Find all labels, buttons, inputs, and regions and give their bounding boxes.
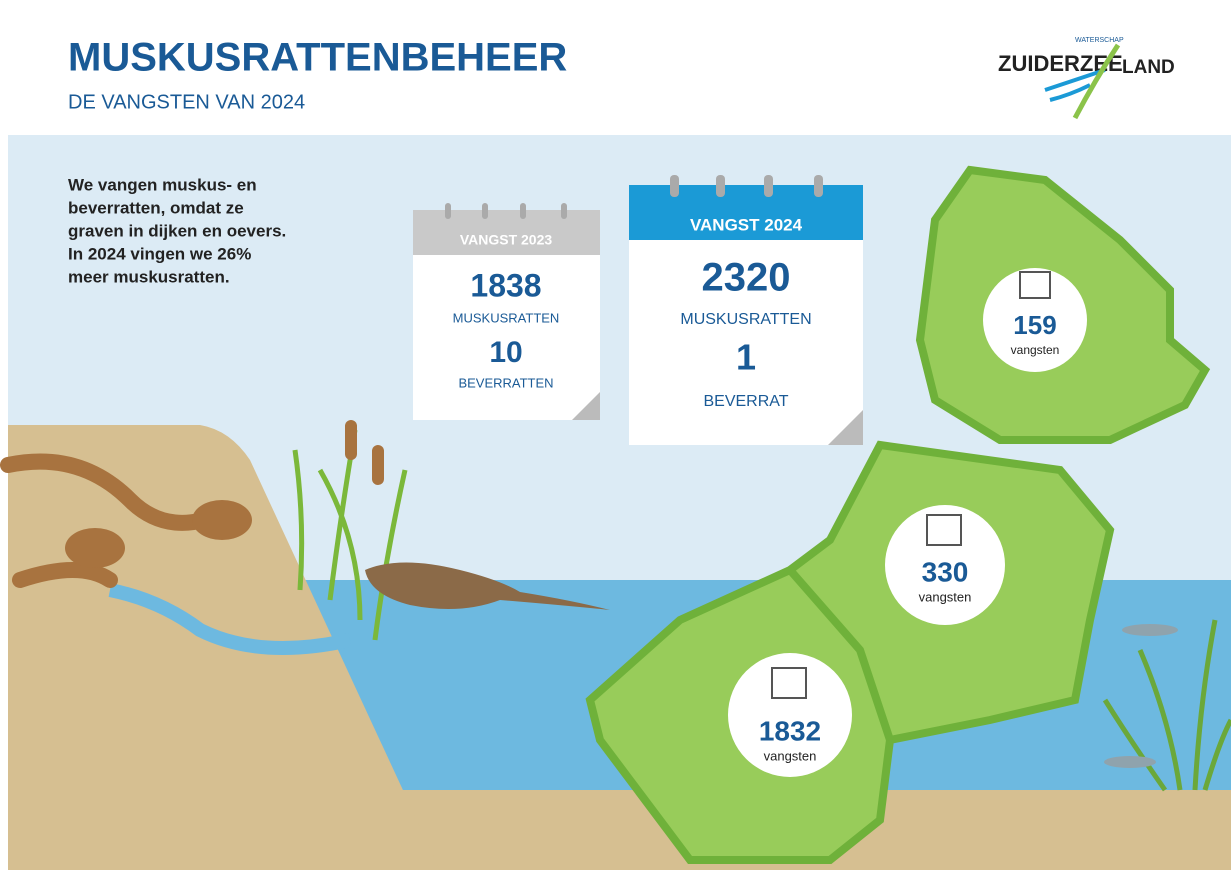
logo-name: LAND xyxy=(1122,57,1175,78)
count: 1 xyxy=(736,337,756,378)
count-label: MUSKUSRATTEN xyxy=(680,311,811,328)
logo-small: WATERSCHAP xyxy=(1075,37,1124,44)
region-label: vangsten xyxy=(1011,343,1060,357)
count-label: MUSKUSRATTEN xyxy=(453,310,560,325)
count: 10 xyxy=(489,336,522,369)
fish xyxy=(1122,624,1178,636)
region-count: 330 xyxy=(922,556,969,587)
nest xyxy=(192,500,252,540)
calendar-label: VANGST 2023 xyxy=(460,232,553,248)
intro-line: meer muskusratten. xyxy=(68,267,230,286)
count: 2320 xyxy=(702,256,791,300)
region-label: vangsten xyxy=(919,589,972,604)
intro-line: graven in dijken en oevers. xyxy=(68,221,286,240)
infographic: MUSKUSRATTENBEHEER DE VANGSTEN VAN 2024 … xyxy=(0,0,1231,870)
region-count: 1832 xyxy=(759,715,821,746)
calendar-label: VANGST 2024 xyxy=(690,215,803,234)
cattail xyxy=(345,420,357,460)
intro-line: beverratten, omdat ze xyxy=(68,198,244,217)
region-count: 159 xyxy=(1013,310,1056,340)
page: MUSKUSRATTENBEHEER DE VANGSTEN VAN 2024 … xyxy=(0,0,1231,870)
subtitle: DE VANGSTEN VAN 2024 xyxy=(68,91,305,113)
region-label: vangsten xyxy=(764,748,817,763)
count-label: BEVERRATTEN xyxy=(458,375,553,390)
intro-line: In 2024 vingen we 26% xyxy=(68,244,251,263)
cattail xyxy=(372,445,384,485)
nest xyxy=(65,528,125,568)
fish xyxy=(1104,756,1156,768)
title: MUSKUSRATTENBEHEER xyxy=(68,36,567,80)
intro-line: We vangen muskus- en xyxy=(68,175,257,194)
count-label: BEVERRAT xyxy=(703,393,788,410)
count: 1838 xyxy=(470,267,541,303)
